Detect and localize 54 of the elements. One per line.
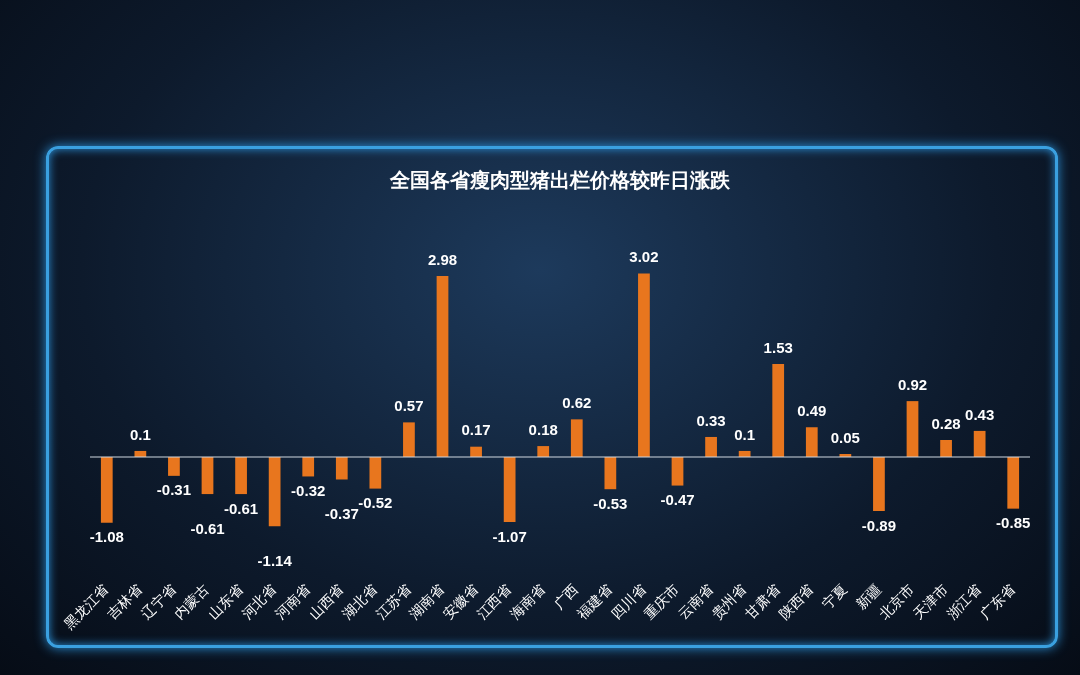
data-label: 0.05 xyxy=(830,428,860,446)
data-label: 0.57 xyxy=(394,397,424,415)
bar xyxy=(235,457,247,495)
bar xyxy=(638,273,650,458)
bar xyxy=(1007,457,1020,509)
data-label: 2.98 xyxy=(427,250,458,268)
chart-title: 全国各省瘦肉型猪出栏价格较昨日涨跌 xyxy=(389,169,731,192)
bar xyxy=(604,457,617,490)
data-label: -0.47 xyxy=(660,491,695,509)
bar xyxy=(570,419,583,458)
bar xyxy=(772,364,785,458)
bar xyxy=(805,427,818,458)
data-label: 0.49 xyxy=(797,401,827,419)
data-label: -1.14 xyxy=(257,551,293,569)
data-label: 0.43 xyxy=(965,405,995,423)
bar xyxy=(369,457,382,489)
data-label: -0.37 xyxy=(324,505,359,523)
data-label: -0.85 xyxy=(996,514,1031,532)
bar xyxy=(268,457,281,527)
data-label: 0.1 xyxy=(734,425,756,443)
bar xyxy=(503,457,516,523)
data-label: -0.53 xyxy=(593,494,628,512)
bar xyxy=(436,275,449,458)
data-label: -0.32 xyxy=(291,482,326,500)
bar xyxy=(906,401,919,458)
bar xyxy=(705,436,717,458)
bar xyxy=(671,457,684,486)
bar xyxy=(302,457,315,477)
data-label: 0.18 xyxy=(528,420,558,438)
data-label: -0.61 xyxy=(223,499,259,517)
data-label: 0.33 xyxy=(696,411,726,429)
bar xyxy=(201,457,214,495)
bar xyxy=(973,430,986,458)
bar xyxy=(873,457,885,512)
bar xyxy=(100,457,113,523)
data-label: -0.61 xyxy=(190,519,225,537)
data-label: 1.53 xyxy=(763,338,793,356)
data-label: 0.28 xyxy=(931,414,961,432)
data-label: -0.31 xyxy=(156,481,192,499)
data-label: -1.08 xyxy=(89,528,124,546)
bar xyxy=(168,457,180,476)
data-label: 3.02 xyxy=(629,248,659,266)
x-tick-label: 宁夏 xyxy=(818,580,851,612)
bar xyxy=(403,422,415,458)
bar xyxy=(537,446,550,458)
data-label: 0.62 xyxy=(562,393,592,411)
data-label: 0.1 xyxy=(129,425,151,443)
bar xyxy=(940,440,952,458)
data-label: -1.07 xyxy=(492,527,527,545)
data-label: -0.89 xyxy=(861,516,897,534)
bar xyxy=(335,457,348,480)
data-label: -0.52 xyxy=(358,494,393,512)
data-label: 0.92 xyxy=(897,375,928,393)
data-label: 0.17 xyxy=(461,421,491,439)
